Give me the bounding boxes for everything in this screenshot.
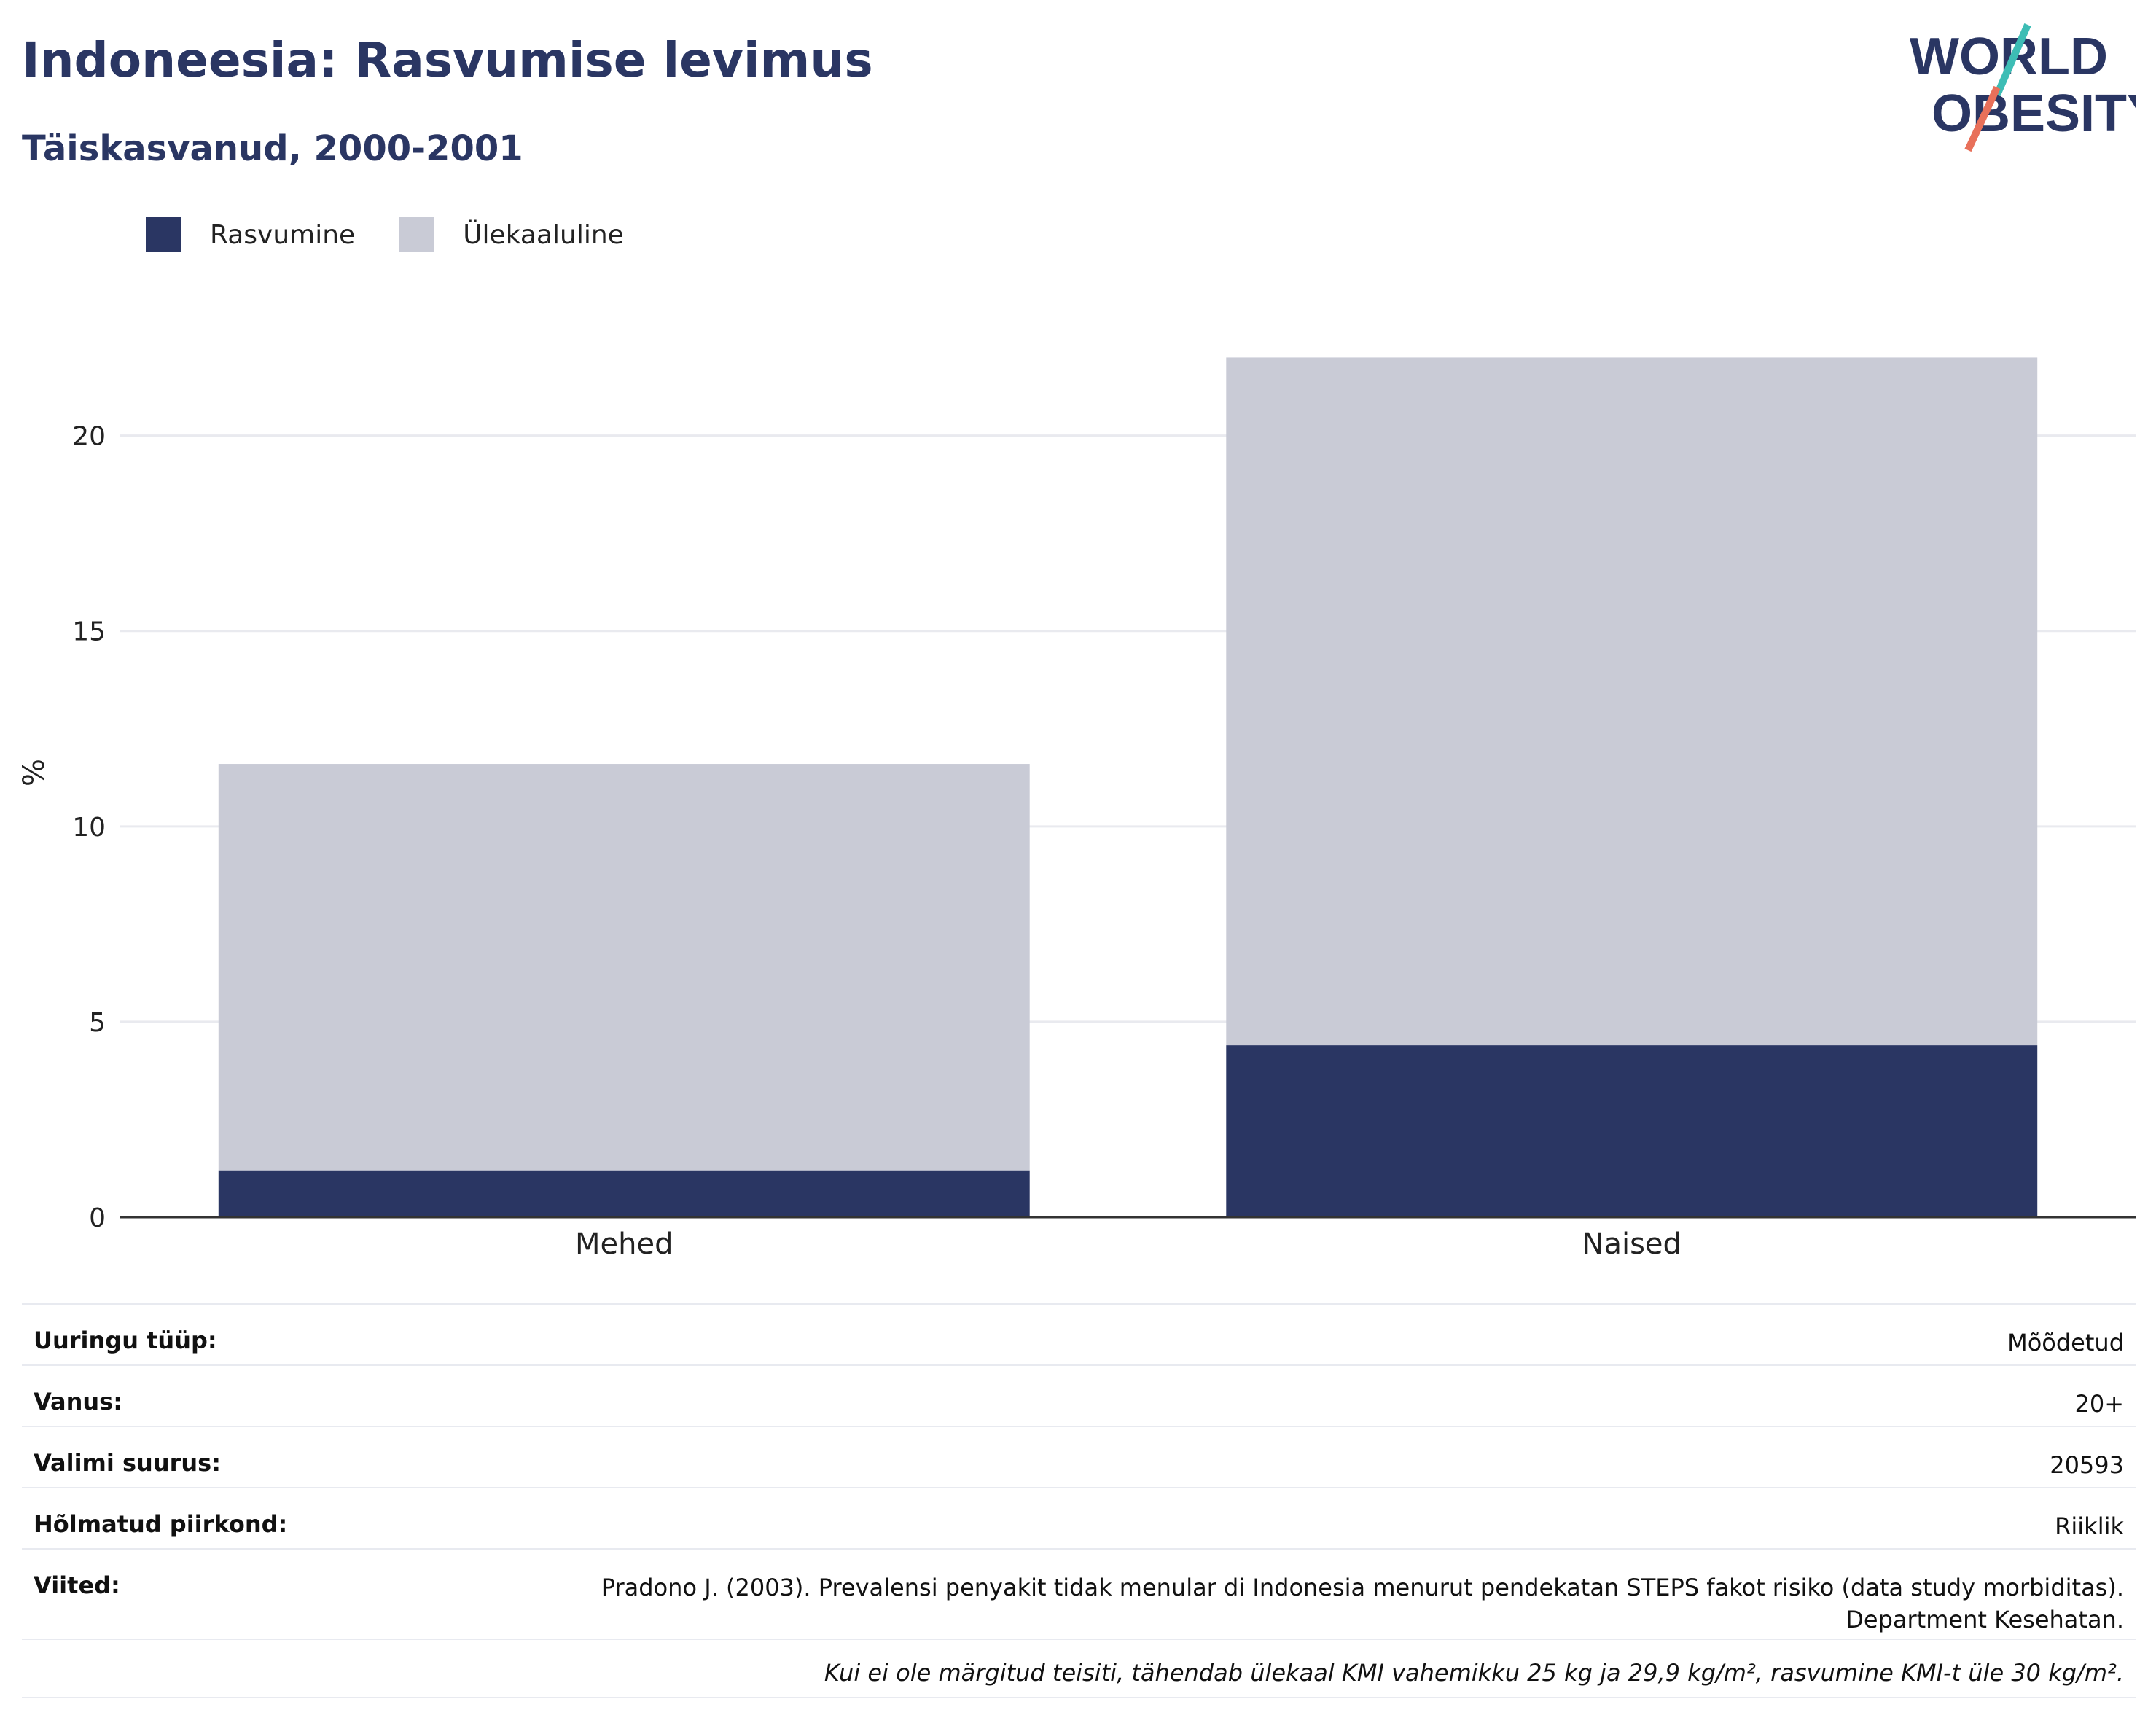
legend-label-rasvumine: Rasvumine bbox=[210, 219, 356, 250]
page-subtitle: Täiskasvanud, 2000-2001 bbox=[22, 128, 523, 169]
legend-item-rasvumine[interactable]: Rasvumine bbox=[146, 217, 355, 252]
info-label: Uuringu tüüp: bbox=[34, 1327, 217, 1354]
info-table: Uuringu tüüp: Mõõdetud Vanus: 20+ Valimi… bbox=[22, 1303, 2136, 1698]
logo-line-2: OBESITY bbox=[1932, 85, 2136, 143]
y-tick-label: 15 bbox=[72, 617, 106, 647]
info-value: Pradono J. (2003). Prevalensi penyakit t… bbox=[601, 1574, 2124, 1633]
legend-item-ulekaaluline[interactable]: Ülekaaluline bbox=[399, 217, 624, 252]
info-label: Vanus: bbox=[34, 1388, 123, 1415]
x-tick-label: Mehed bbox=[575, 1227, 673, 1261]
bar-ulekaaluline-mehed bbox=[218, 764, 1030, 1171]
y-tick-label: 0 bbox=[89, 1203, 106, 1233]
y-tick-label: 10 bbox=[72, 813, 106, 843]
info-row-survey-type: Uuringu tüüp: Mõõdetud bbox=[22, 1303, 2136, 1364]
bar-rasvumine-mehed bbox=[218, 1170, 1030, 1217]
bar-rasvumine-naised bbox=[1226, 1045, 2038, 1217]
world-obesity-logo: WORLD OBESITY bbox=[1910, 23, 2136, 152]
info-row-area: Hõlmatud piirkond: Riiklik bbox=[22, 1487, 2136, 1548]
footnote: Kui ei ole märgitud teisiti, tähendab ül… bbox=[22, 1639, 2136, 1698]
logo-line-1: WORLD bbox=[1910, 28, 2108, 86]
info-label: Viited: bbox=[34, 1571, 120, 1599]
chart-legend: Rasvumine Ülekaaluline bbox=[146, 217, 668, 252]
x-tick-label: Naised bbox=[1582, 1227, 1682, 1261]
info-value: 20+ bbox=[2074, 1390, 2124, 1418]
legend-swatch-ulekaaluline bbox=[399, 217, 434, 252]
page-title: Indoneesia: Rasvumise levimus bbox=[22, 32, 873, 88]
y-axis-label: % bbox=[17, 759, 51, 786]
legend-label-ulekaaluline: Ülekaaluline bbox=[463, 219, 624, 250]
info-value: 20593 bbox=[2050, 1451, 2124, 1479]
legend-swatch-rasvumine bbox=[146, 217, 181, 252]
info-row-references: Viited: Pradono J. (2003). Prevalensi pe… bbox=[22, 1548, 2136, 1639]
info-value: Mõõdetud bbox=[2007, 1329, 2124, 1356]
y-tick-label: 20 bbox=[72, 422, 106, 452]
info-row-sample-size: Valimi suurus: 20593 bbox=[22, 1426, 2136, 1487]
y-tick-label: 5 bbox=[89, 1008, 106, 1038]
info-value: Riiklik bbox=[2055, 1512, 2124, 1540]
info-label: Valimi suurus: bbox=[34, 1449, 222, 1477]
bar-chart: 0 5 10 15 20% Mehed Naised bbox=[17, 357, 2136, 1261]
info-label: Hõlmatud piirkond: bbox=[34, 1510, 288, 1538]
info-row-age: Vanus: 20+ bbox=[22, 1364, 2136, 1426]
bar-ulekaaluline-naised bbox=[1226, 357, 2038, 1046]
